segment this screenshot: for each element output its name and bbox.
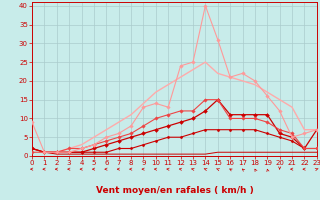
X-axis label: Vent moyen/en rafales ( km/h ): Vent moyen/en rafales ( km/h ) xyxy=(96,186,253,195)
